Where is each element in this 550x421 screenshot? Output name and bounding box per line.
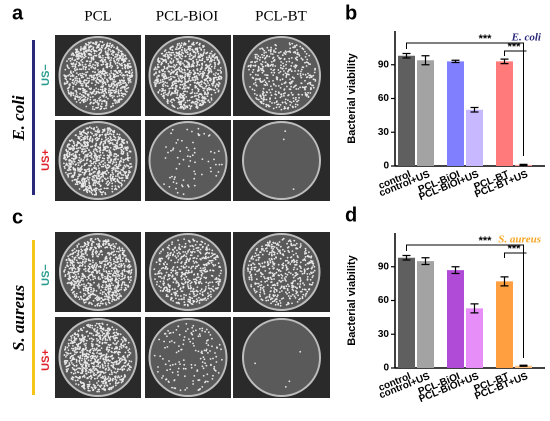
column-label: PCL <box>84 8 112 24</box>
y-tick-label: 30 <box>378 127 390 138</box>
y-tick-label: 60 <box>378 93 390 104</box>
species-label: E. coli <box>9 95 28 142</box>
bar <box>398 55 415 166</box>
colonies <box>153 323 223 392</box>
bar <box>496 281 513 368</box>
column-label: PCL-BiOI <box>156 8 219 24</box>
plate <box>148 121 228 200</box>
annotation: S. aureus <box>498 234 541 246</box>
colonies <box>63 237 133 307</box>
bar <box>447 270 464 368</box>
significance-bracket <box>406 244 524 358</box>
significance-label: *** <box>508 41 522 53</box>
side-bar <box>32 40 35 195</box>
bar <box>447 61 464 166</box>
y-tick-label: 0 <box>383 161 389 172</box>
error-bar <box>421 55 430 66</box>
plate <box>148 318 228 397</box>
row-label: US+ <box>40 349 52 371</box>
y-tick-label: 90 <box>378 59 390 70</box>
significance-label: *** <box>508 243 522 255</box>
colonies <box>247 237 316 307</box>
panel-letter: b <box>345 2 357 24</box>
bar <box>417 60 434 166</box>
side-bar <box>32 240 35 395</box>
significance-bracket <box>504 252 527 258</box>
plate <box>242 318 321 397</box>
error-bar <box>519 364 528 367</box>
bar <box>417 261 434 368</box>
colonies <box>282 130 295 191</box>
error-bar <box>500 276 509 287</box>
bar <box>496 61 513 166</box>
column-label: PCL-BT <box>255 8 307 24</box>
error-bar <box>470 106 479 113</box>
colonies <box>163 127 223 196</box>
error-bar <box>421 257 430 266</box>
significance-label: *** <box>479 235 493 247</box>
error-bar <box>402 254 411 261</box>
colonies <box>254 350 302 388</box>
y-tick-label: 60 <box>378 295 390 306</box>
colonies <box>63 40 134 111</box>
bar <box>466 109 483 166</box>
plates <box>55 35 330 398</box>
colonies <box>63 322 133 393</box>
annotation: E. coli <box>511 32 542 44</box>
error-bar <box>519 163 528 167</box>
panel-letter: c <box>12 206 23 228</box>
colonies <box>63 126 133 196</box>
y-axis-label: Bacterial viability <box>346 52 358 143</box>
y-tick-label: 30 <box>378 329 390 340</box>
bar <box>398 257 415 368</box>
species-label: S. aureus <box>9 285 28 352</box>
row-label: US+ <box>40 149 52 171</box>
error-bar <box>500 58 509 65</box>
panel-letter: a <box>12 2 24 24</box>
colonies <box>153 238 223 307</box>
significance-bracket <box>406 42 524 156</box>
error-bar <box>451 266 460 275</box>
error-bar <box>470 303 479 314</box>
significance-label: *** <box>479 33 493 45</box>
colonies <box>153 40 223 110</box>
y-tick-label: 90 <box>378 261 390 272</box>
error-bar <box>451 59 460 64</box>
bar <box>466 308 483 368</box>
y-tick-label: 0 <box>383 363 389 374</box>
panel-letter: d <box>345 204 357 226</box>
plate <box>242 121 321 200</box>
row-label: US− <box>40 264 52 286</box>
y-axis-label: Bacterial viability <box>346 254 358 345</box>
row-label: US− <box>40 64 52 86</box>
significance-bracket <box>504 50 527 56</box>
error-bar <box>402 52 411 59</box>
colonies <box>247 42 317 111</box>
